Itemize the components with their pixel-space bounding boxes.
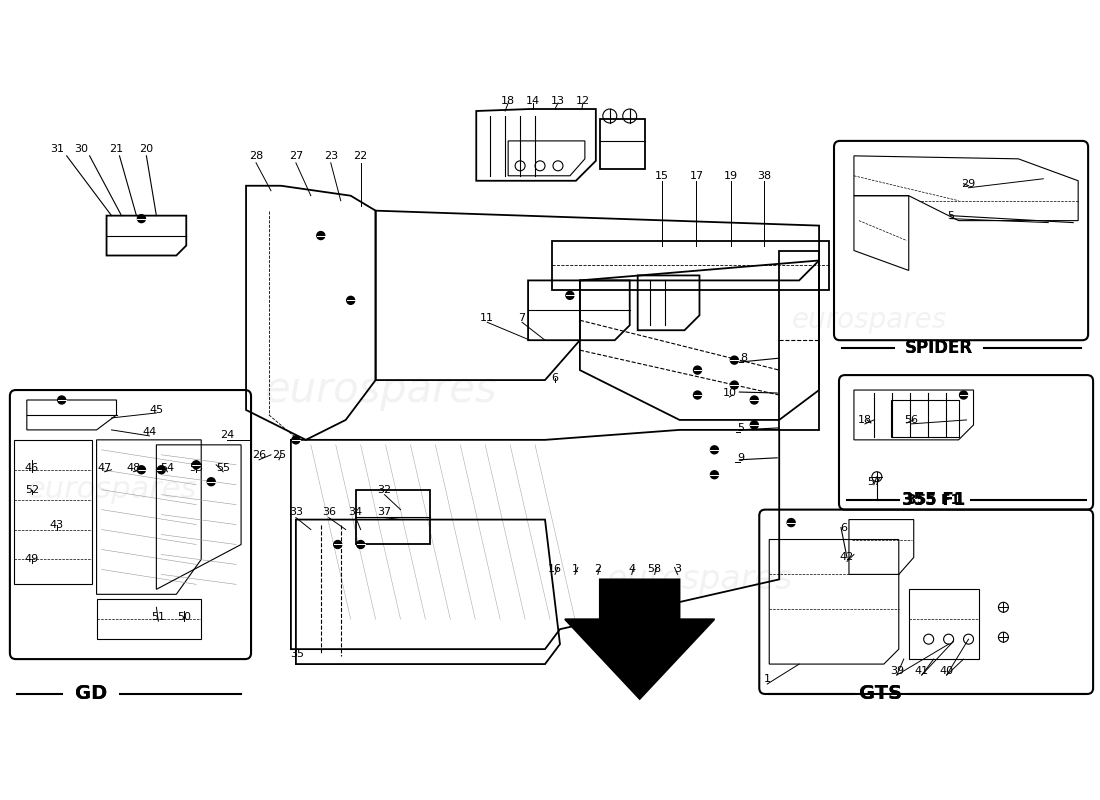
Text: 8: 8	[740, 353, 747, 363]
Text: 50: 50	[177, 612, 191, 622]
Text: 30: 30	[75, 144, 89, 154]
Text: 44: 44	[142, 427, 156, 437]
Text: eurospares: eurospares	[606, 563, 793, 596]
Text: 49: 49	[24, 554, 38, 565]
Text: 52: 52	[24, 485, 38, 494]
Text: 19: 19	[724, 170, 738, 181]
Text: GTS: GTS	[859, 685, 902, 703]
Text: 1: 1	[763, 674, 771, 684]
Text: 31: 31	[50, 144, 64, 154]
Text: 38: 38	[757, 170, 771, 181]
Circle shape	[207, 478, 216, 486]
Text: 13: 13	[551, 96, 565, 106]
Circle shape	[317, 231, 324, 239]
Text: 45: 45	[150, 405, 164, 415]
Text: 43: 43	[50, 519, 64, 530]
Circle shape	[356, 541, 364, 549]
Circle shape	[565, 291, 574, 299]
Circle shape	[711, 470, 718, 478]
Text: SPIDER: SPIDER	[904, 339, 972, 357]
Text: 17: 17	[690, 170, 704, 181]
Text: 7: 7	[518, 314, 526, 323]
Text: 10: 10	[723, 388, 736, 398]
Circle shape	[730, 381, 738, 389]
Circle shape	[346, 296, 354, 304]
Text: 58: 58	[648, 565, 662, 574]
Text: 3: 3	[674, 565, 681, 574]
Circle shape	[730, 356, 738, 364]
Text: 9: 9	[737, 453, 744, 462]
Text: 27: 27	[289, 151, 302, 161]
Text: 33: 33	[289, 506, 302, 517]
Text: 51: 51	[152, 612, 165, 622]
Polygon shape	[565, 579, 714, 699]
Text: 54: 54	[161, 462, 175, 473]
Text: 355 F1: 355 F1	[902, 490, 966, 509]
Text: eurospares: eurospares	[264, 369, 497, 411]
Circle shape	[333, 541, 342, 549]
Text: 6: 6	[551, 373, 559, 383]
Text: GD: GD	[76, 685, 108, 703]
Text: 355 F1: 355 F1	[908, 493, 960, 506]
Circle shape	[711, 446, 718, 454]
Text: GD: GD	[76, 685, 108, 703]
Text: 24: 24	[220, 430, 234, 440]
Circle shape	[750, 421, 758, 429]
Text: 57: 57	[867, 477, 881, 486]
Text: 14: 14	[526, 96, 540, 106]
Text: 5: 5	[737, 423, 744, 433]
Text: 21: 21	[109, 144, 123, 154]
Text: 32: 32	[377, 485, 392, 494]
Text: 39: 39	[890, 666, 904, 676]
Circle shape	[788, 518, 795, 526]
Text: 36: 36	[322, 506, 335, 517]
Text: 15: 15	[654, 170, 669, 181]
Text: 34: 34	[349, 506, 363, 517]
Circle shape	[750, 396, 758, 404]
Text: 23: 23	[323, 151, 338, 161]
Text: SPIDER: SPIDER	[904, 339, 972, 357]
Text: 2: 2	[594, 565, 602, 574]
Text: 16: 16	[548, 565, 562, 574]
Circle shape	[157, 466, 165, 474]
Text: 47: 47	[98, 462, 112, 473]
Text: 355 F1: 355 F1	[902, 490, 966, 509]
Text: 48: 48	[126, 462, 141, 473]
Text: 37: 37	[377, 506, 392, 517]
Text: 1: 1	[571, 565, 579, 574]
Circle shape	[693, 366, 702, 374]
Text: 53: 53	[189, 462, 204, 473]
Text: eurospares: eurospares	[26, 475, 197, 504]
Circle shape	[138, 214, 145, 222]
Text: 46: 46	[24, 462, 38, 473]
Text: 29: 29	[961, 178, 976, 189]
Circle shape	[192, 461, 200, 469]
Text: 35: 35	[290, 649, 304, 659]
Text: 55: 55	[216, 462, 230, 473]
Circle shape	[138, 466, 145, 474]
Circle shape	[693, 391, 702, 399]
Text: 4: 4	[628, 565, 636, 574]
Text: 26: 26	[252, 450, 266, 460]
Text: 28: 28	[249, 151, 263, 161]
Text: 22: 22	[353, 151, 367, 161]
Text: 5: 5	[947, 210, 954, 221]
Text: 25: 25	[272, 450, 286, 460]
Circle shape	[959, 391, 968, 399]
Circle shape	[292, 436, 300, 444]
Text: 41: 41	[914, 666, 928, 676]
Text: 12: 12	[575, 96, 590, 106]
Text: 20: 20	[140, 144, 154, 154]
Text: 11: 11	[481, 314, 494, 323]
Text: 18: 18	[502, 96, 515, 106]
Text: 18: 18	[858, 415, 872, 425]
Circle shape	[57, 396, 66, 404]
Text: 40: 40	[939, 666, 954, 676]
Text: GTS: GTS	[859, 685, 902, 703]
Text: eurospares: eurospares	[791, 306, 946, 334]
Text: 42: 42	[839, 553, 854, 562]
Text: 6: 6	[840, 522, 847, 533]
Text: 56: 56	[904, 415, 917, 425]
